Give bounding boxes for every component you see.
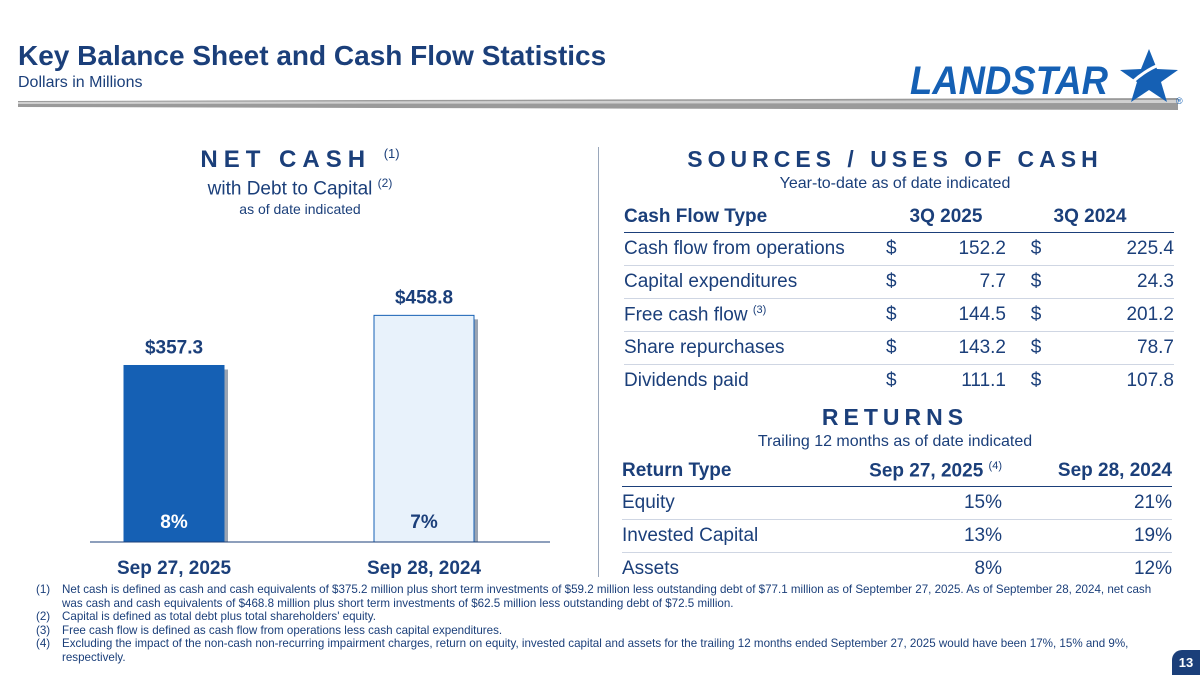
free-cash-flow-note: (3) <box>752 303 767 316</box>
registered-mark: ® <box>1176 96 1183 106</box>
bar-inner-label: 8% <box>160 512 188 533</box>
returns-heading: RETURNS <box>821 404 969 430</box>
bar-inner-label: 7% <box>410 512 438 533</box>
table-row: Cash flow from operations $ 152.2 $ 225.… <box>624 232 1174 266</box>
net-cash-note: (1) <box>383 146 400 161</box>
footnotes: (1) Net cash is defined as cash and cash … <box>36 583 1166 664</box>
sources-uses-heading: SOURCES / USES OF CASH <box>687 146 1103 172</box>
page-number: 13 <box>1172 650 1200 675</box>
returns-header-row: Return Type Sep 27, 2025 (4) Sep 28, 202… <box>622 456 1172 487</box>
col-header-cash-flow-type: Cash Flow Type <box>624 202 886 233</box>
bar-value-label: $357.3 <box>145 337 203 358</box>
footnote-2: (2) Capital is defined as total debt plus… <box>36 610 376 623</box>
net-cash-chart: $357.3 8% Sep 27, 2025 $458.8 7% Sep 28, 2024 <box>90 287 550 579</box>
table-row: Assets 8% 12% <box>622 558 1172 579</box>
col-header-sep-27-2025: Sep 27, 2025 (4) <box>842 456 1002 487</box>
logo-wordmark: LANDSTAR <box>910 59 1108 103</box>
page-subtitle: Dollars in Millions <box>18 74 143 91</box>
footnote-4: (4) Excluding the impact of the non-cash … <box>36 637 1129 664</box>
col-header-return-type: Return Type <box>622 456 842 487</box>
section-divider <box>598 147 599 577</box>
table-row: Capital expenditures $ 7.7 $ 24.3 <box>624 265 1174 299</box>
x-tick-label: Sep 27, 2025 <box>117 558 232 579</box>
returns-caption: Trailing 12 months as of date indicated <box>757 433 1033 450</box>
bar-value-label: $458.8 <box>395 287 453 308</box>
net-cash-caption: as of date indicated <box>239 201 361 217</box>
cash-flow-table: Cash Flow Type 3Q 2025 3Q 2024 Cash flow… <box>624 202 1174 397</box>
star-icon <box>1120 49 1184 102</box>
table-row: Free cash flow (3) $ 144.5 $ 201.2 <box>624 298 1174 332</box>
returns-note: (4) <box>988 459 1002 472</box>
cash-flow-header-row: Cash Flow Type 3Q 2025 3Q 2024 <box>624 202 1174 233</box>
col-header-sep-28-2024: Sep 28, 2024 <box>1002 456 1172 487</box>
x-tick-label: Sep 28, 2024 <box>367 558 482 579</box>
sources-uses-caption: Year-to-date as of date indicated <box>779 175 1011 192</box>
net-cash-subheading: with Debt to Capital (2) <box>207 176 393 200</box>
table-row: Invested Capital 13% 19% <box>622 519 1172 553</box>
table-row: Equity 15% 21% <box>622 486 1172 520</box>
bar <box>373 314 475 543</box>
returns-table: Return Type Sep 27, 2025 (4) Sep 28, 202… <box>622 456 1172 585</box>
footnote-1: (1) Net cash is defined as cash and cash … <box>36 583 1152 610</box>
landstar-logo: LANDSTAR ® <box>910 49 1184 106</box>
col-header-3q-2024: 3Q 2024 <box>1006 202 1174 233</box>
table-row: Share repurchases $ 143.2 $ 78.7 <box>624 331 1174 365</box>
debt-capital-note: (2) <box>377 176 393 190</box>
table-row: Dividends paid $ 111.1 $ 107.8 <box>624 370 1174 391</box>
net-cash-heading: NET CASH (1) <box>200 146 400 173</box>
header-rule <box>18 98 1178 110</box>
page-title: Key Balance Sheet and Cash Flow Statisti… <box>18 40 607 71</box>
col-header-3q-2025: 3Q 2025 <box>886 202 1006 233</box>
footnote-3: (3) Free cash flow is defined as cash flo… <box>36 623 503 637</box>
